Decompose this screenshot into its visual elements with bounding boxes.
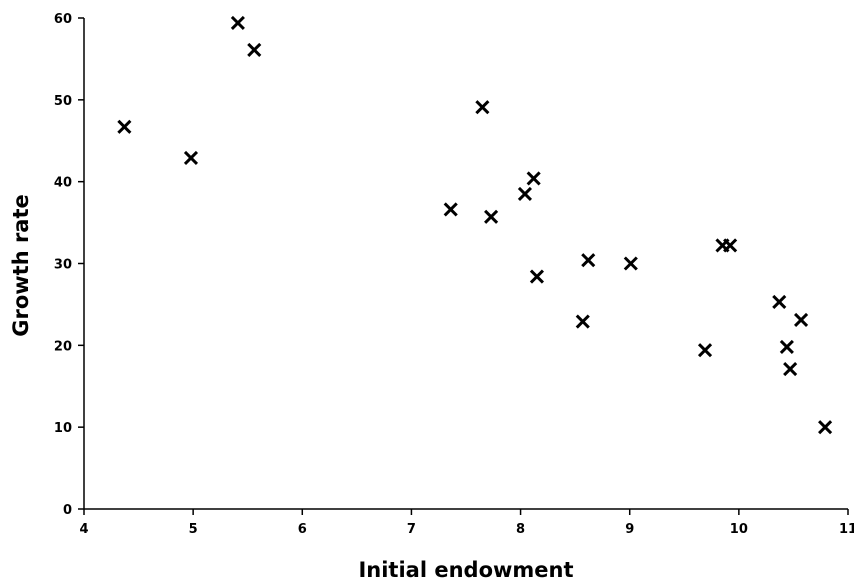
y-tick-label: 10 (54, 421, 72, 436)
x-tick-label: 11 (839, 522, 854, 537)
x-tick-label: 6 (298, 522, 307, 537)
y-tick-label: 20 (54, 339, 72, 354)
y-ticks: 0 10 20 30 40 50 60 (54, 12, 84, 518)
y-axis-title: Growth rate (9, 194, 33, 337)
x-tick-label: 7 (407, 522, 416, 537)
data-point (623, 256, 638, 271)
x-tick-label: 9 (625, 522, 634, 537)
data-point (475, 100, 490, 115)
data-point (443, 202, 458, 217)
data-point (183, 150, 199, 165)
x-axis-title: Initial endowment (358, 558, 573, 582)
x-tick-label: 8 (516, 522, 525, 537)
data-point (517, 186, 532, 202)
x-ticks: 4 5 6 7 8 9 10 11 (79, 509, 854, 537)
data-point (247, 42, 262, 57)
data-point (772, 294, 787, 310)
data-point (117, 119, 132, 134)
y-tick-label: 50 (54, 94, 72, 109)
axes (83, 18, 848, 510)
y-tick-label: 30 (54, 258, 72, 273)
data-point (230, 15, 245, 30)
data-point (794, 312, 809, 328)
y-tick-label: 0 (63, 503, 72, 518)
y-tick-label: 40 (54, 176, 72, 191)
data-point (697, 343, 713, 358)
data-point (783, 362, 798, 377)
x-tick-label: 4 (79, 522, 88, 537)
data-point (526, 171, 541, 186)
data-point (581, 253, 596, 268)
y-tick-label: 60 (54, 12, 72, 27)
data-point (529, 269, 545, 284)
data-point (779, 339, 794, 355)
data-point (818, 420, 833, 435)
x-tick-label: 5 (189, 522, 198, 537)
data-point (723, 238, 738, 253)
data-points (117, 15, 833, 435)
data-point (575, 314, 590, 329)
x-tick-label: 10 (730, 522, 748, 537)
data-point (484, 209, 499, 224)
